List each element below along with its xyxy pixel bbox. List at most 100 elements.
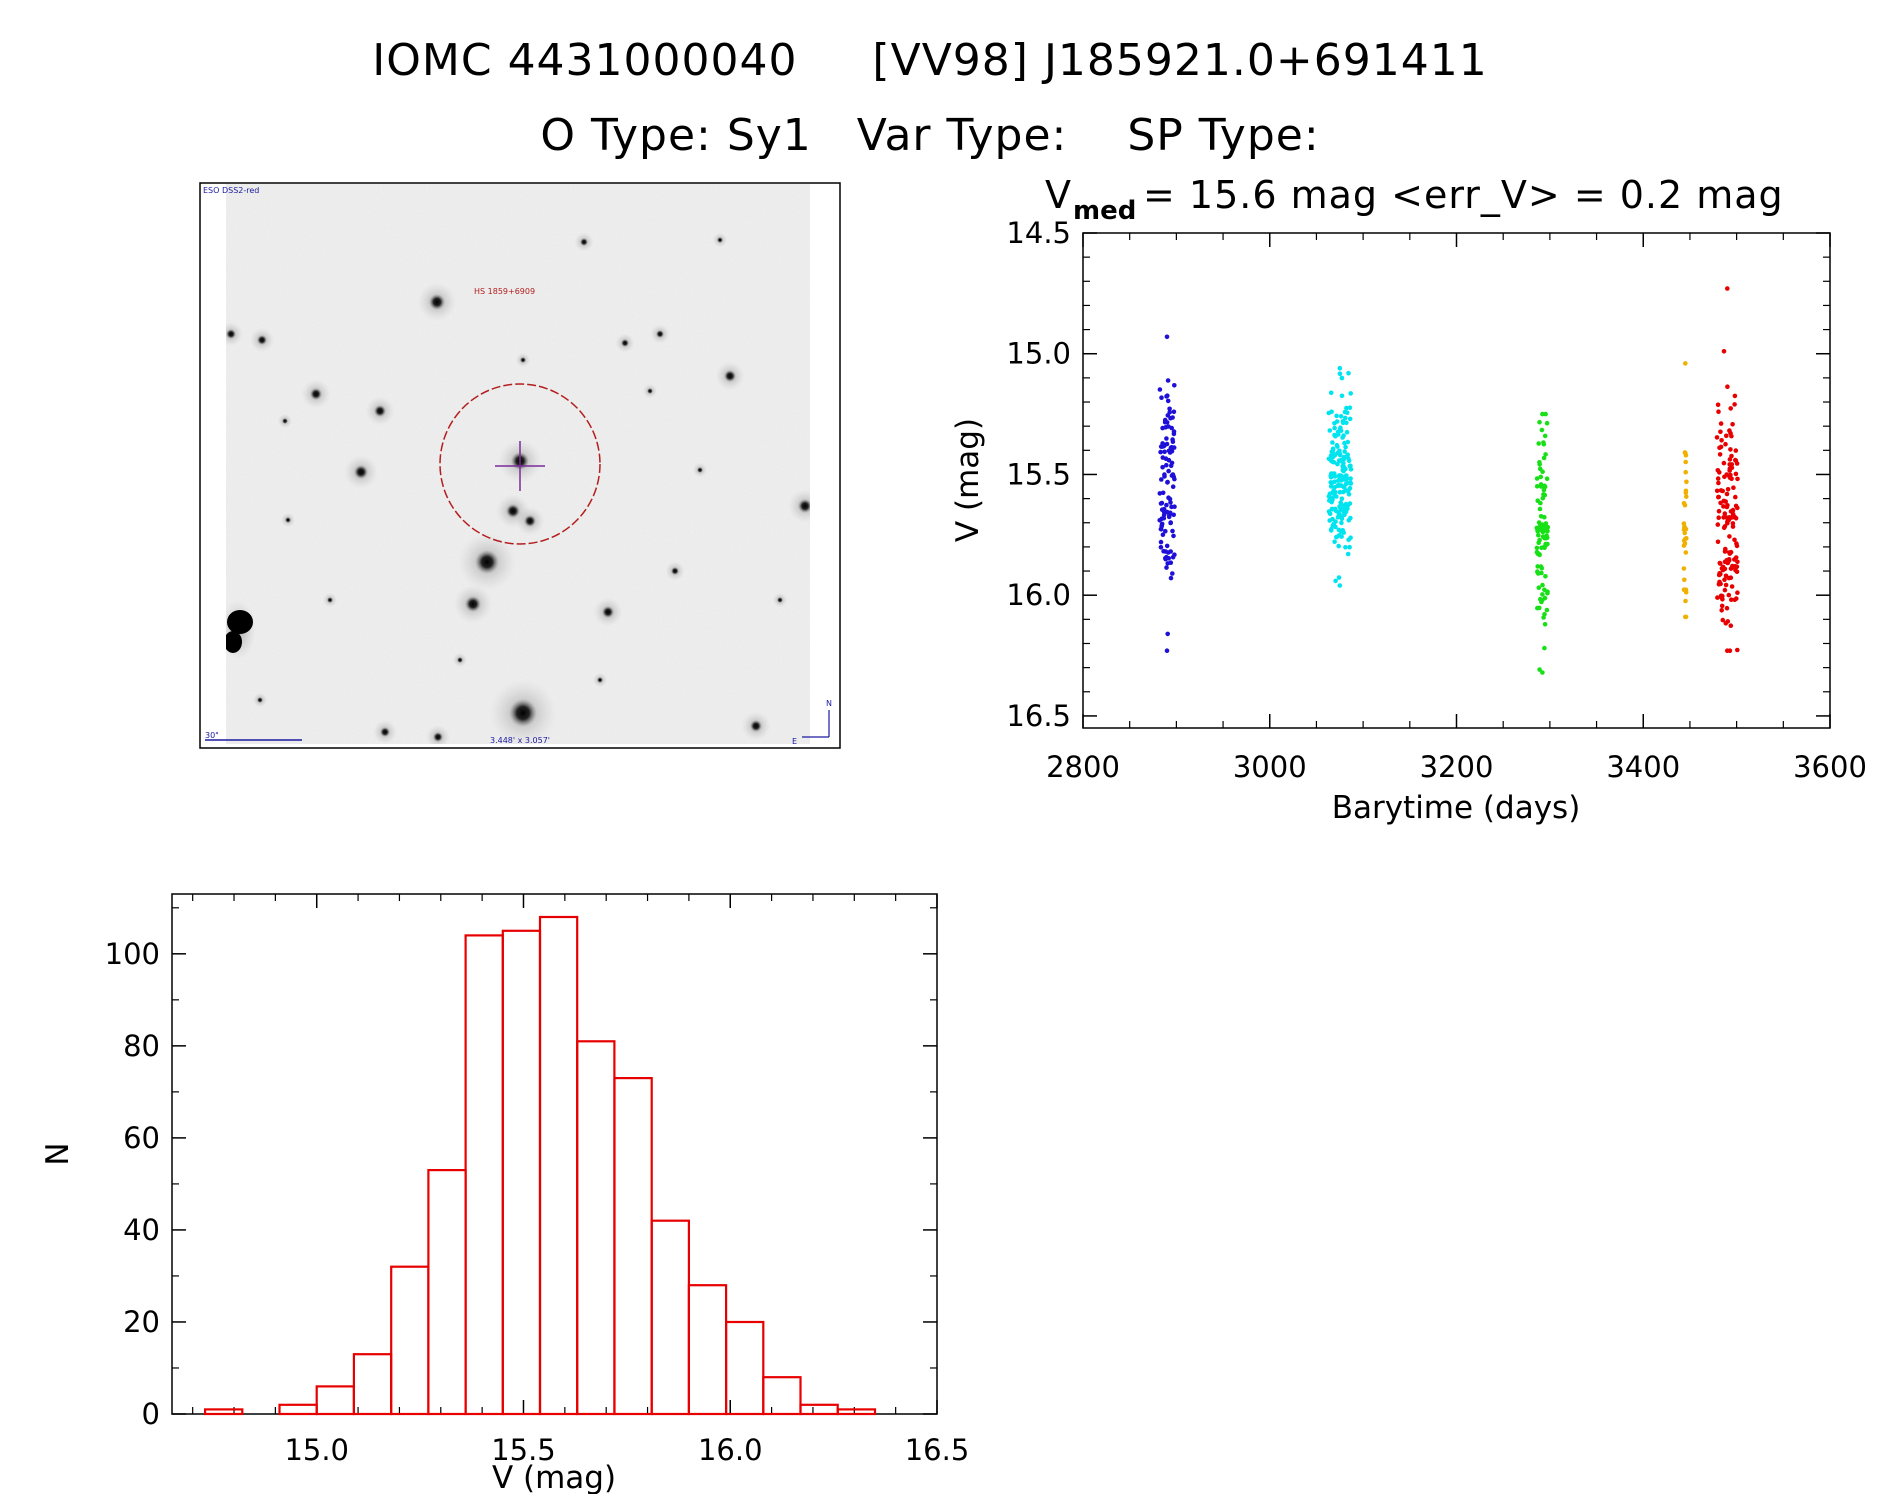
target-crosshair-icon <box>495 441 545 491</box>
lc-point <box>1157 387 1163 392</box>
lc-y-tick-label: 15.5 <box>1006 457 1071 491</box>
lc-point <box>1539 565 1545 571</box>
scale-bar-label: 30" <box>205 731 219 740</box>
lc-point <box>1334 534 1340 540</box>
lc-point <box>1345 452 1350 458</box>
lc-point <box>1683 550 1689 555</box>
lc-point <box>1329 526 1334 532</box>
lc-point <box>1171 533 1176 539</box>
hist-x-tick-label: 15.0 <box>284 1433 349 1467</box>
lc-point <box>1336 575 1342 580</box>
sky-star <box>457 657 463 663</box>
lc-point <box>1726 575 1732 581</box>
compass-icon <box>802 710 830 738</box>
lc-point <box>1682 577 1687 583</box>
sky-star <box>602 606 614 618</box>
lc-point <box>1720 617 1726 623</box>
lc-point <box>1538 482 1544 487</box>
sky-star <box>380 727 390 737</box>
histogram-bar <box>613 1076 653 1416</box>
lc-point <box>1346 537 1351 543</box>
sky-star <box>433 732 443 742</box>
sky-star <box>506 504 520 518</box>
lc-point <box>1539 599 1544 605</box>
lc-point <box>1329 409 1334 415</box>
lc-point <box>1330 451 1336 456</box>
lc-point <box>1157 491 1163 496</box>
lc-point <box>1724 504 1730 510</box>
lc-point <box>1728 623 1734 628</box>
sky-star <box>509 699 537 727</box>
lc-point <box>1723 441 1728 447</box>
histogram-bar <box>315 1385 356 1416</box>
sky-star <box>354 465 368 479</box>
lc-point <box>1340 463 1345 469</box>
sky-star <box>310 388 322 400</box>
lc-point <box>1723 582 1729 588</box>
lc-point <box>1682 541 1688 546</box>
lc-point <box>1164 543 1170 549</box>
lc-point <box>1540 592 1545 597</box>
lc-point <box>1338 452 1343 458</box>
target-name-label: HS 1859+6909 <box>474 287 535 296</box>
lc-point <box>1543 528 1548 533</box>
lc-point <box>1718 488 1724 493</box>
lc-point <box>1343 444 1348 450</box>
lc-point <box>1535 498 1540 504</box>
lc-point <box>1335 483 1341 488</box>
lc-point <box>1541 615 1546 620</box>
lc-point <box>1721 349 1727 354</box>
lc-point <box>1544 607 1550 613</box>
lc-point <box>1342 440 1347 446</box>
lc-point <box>1339 534 1344 539</box>
lc-point <box>1681 566 1687 571</box>
lc-point <box>1337 371 1343 377</box>
lc-point <box>1681 521 1687 526</box>
lc-point <box>1684 479 1689 485</box>
lc-point <box>1542 645 1547 651</box>
lc-point <box>1728 566 1734 571</box>
lc-point <box>1165 509 1170 515</box>
lc-point <box>1543 521 1549 526</box>
lc-point <box>1166 514 1172 520</box>
lc-point <box>1164 436 1169 441</box>
lc-point <box>1718 421 1724 426</box>
lc-point <box>1339 496 1345 502</box>
lc-point <box>1717 560 1723 566</box>
lc-point <box>1728 447 1733 452</box>
histogram-bar <box>687 1284 728 1416</box>
lc-point <box>1535 570 1541 576</box>
lc-point <box>1534 484 1540 489</box>
compass-north-label: N <box>826 699 832 708</box>
lc-point <box>1165 480 1170 485</box>
lc-point <box>1727 462 1732 467</box>
lc-point <box>1165 378 1171 383</box>
histogram-bar <box>390 1265 430 1416</box>
light-curve-title-rest: = 15.6 mag <err_V> = 0.2 mag <box>1143 173 1784 217</box>
lc-point <box>1159 507 1165 512</box>
lc-point <box>1335 461 1340 467</box>
hist-x-tick-label: 16.5 <box>905 1433 970 1467</box>
lc-point <box>1537 552 1542 558</box>
lc-point <box>1338 425 1343 431</box>
lc-point <box>1158 539 1164 545</box>
field-of-view-label: 3.448' x 3.057' <box>490 736 550 745</box>
lc-point <box>1342 505 1348 511</box>
sky-star <box>647 388 653 394</box>
lc-point <box>1724 605 1730 611</box>
lc-point <box>1344 476 1349 481</box>
histogram-plot-frame <box>171 893 938 1415</box>
lc-point <box>1331 488 1336 494</box>
lc-point <box>1534 545 1540 551</box>
lc-point <box>1543 535 1549 541</box>
lc-point <box>1164 334 1170 340</box>
lc-point <box>1339 520 1344 526</box>
lc-x-tick-label: 3200 <box>1420 750 1494 784</box>
lc-point <box>1540 469 1545 475</box>
lc-point <box>1716 515 1721 520</box>
sky-star <box>257 335 267 345</box>
lc-point <box>1733 555 1739 560</box>
lc-point <box>1543 452 1548 457</box>
lc-point <box>1336 543 1341 549</box>
lc-point <box>1718 500 1723 506</box>
